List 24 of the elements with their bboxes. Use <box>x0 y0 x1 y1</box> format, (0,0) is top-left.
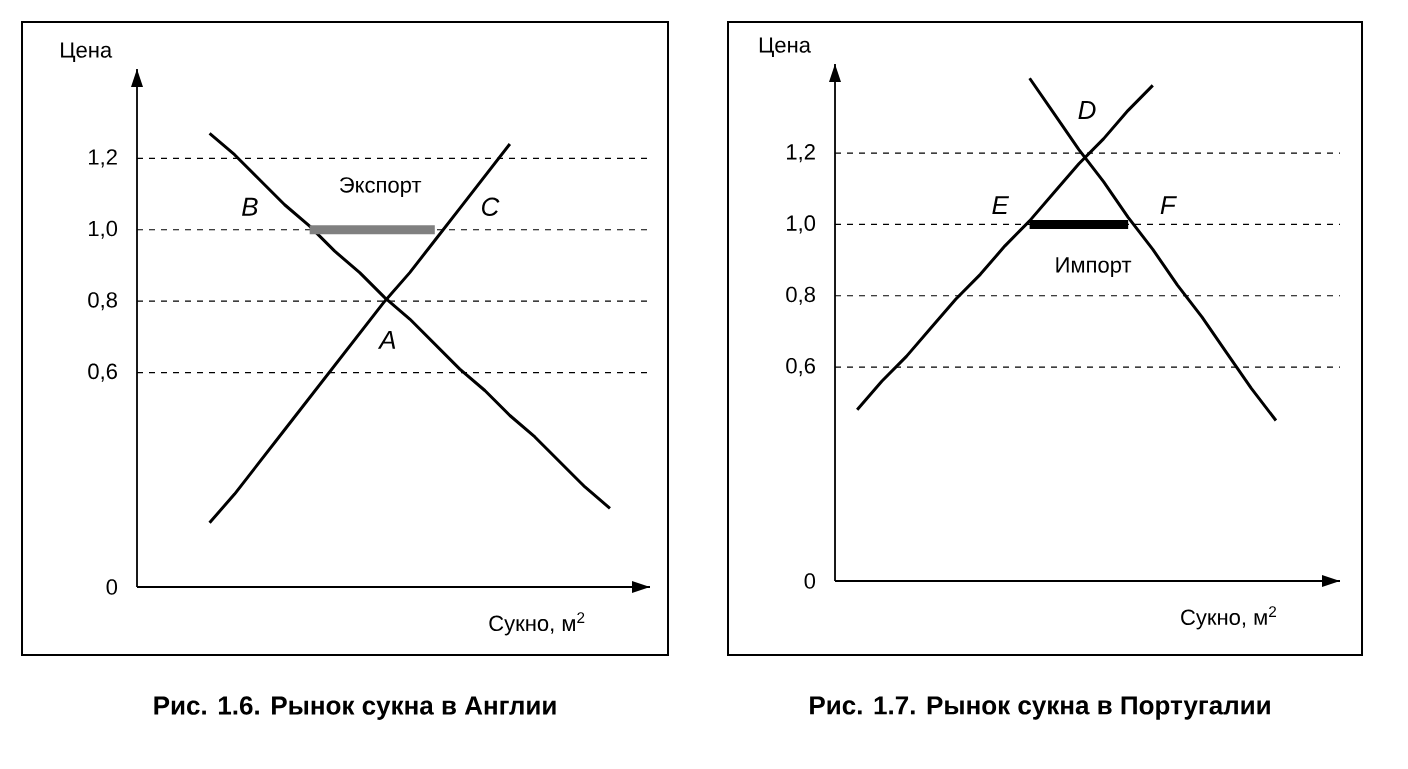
x-axis-title: Сукно, м$^{2}$ <box>489 612 585 636</box>
annotation: A <box>377 330 396 349</box>
y-tick-label: 0,8 <box>786 286 815 305</box>
y-tick-label: 1,0 <box>787 215 816 234</box>
text: Рис. 1.7. Рынок сукна в Португалии <box>810 696 1270 720</box>
y-tick-label: 0 <box>804 573 816 589</box>
y-tick-label: 0 <box>106 579 118 595</box>
annotation: D <box>1078 101 1096 119</box>
y-tick-label: 1,2 <box>89 149 117 168</box>
annotation: B <box>242 197 258 216</box>
annotation: Импорт <box>1056 257 1132 277</box>
annotation: F <box>1160 196 1177 215</box>
annotation: E <box>992 196 1010 215</box>
x-axis-title: Сукно, м$^{2}$ <box>1181 606 1277 630</box>
y-tick-label: 0,6 <box>88 363 117 382</box>
y-tick-label: 0,6 <box>786 357 815 377</box>
text: Рис. 1.6. Рынок сукна в Англии <box>154 696 556 720</box>
annotation: Экспорт <box>339 177 422 198</box>
y-axis-title: Цена <box>61 42 113 62</box>
y-tick-label: 0,8 <box>88 292 117 311</box>
y-tick-label: 1,2 <box>787 144 815 163</box>
annotation: C <box>482 197 500 216</box>
y-tick-label: 1,0 <box>89 220 118 239</box>
y-axis-title: Цена <box>759 37 811 57</box>
